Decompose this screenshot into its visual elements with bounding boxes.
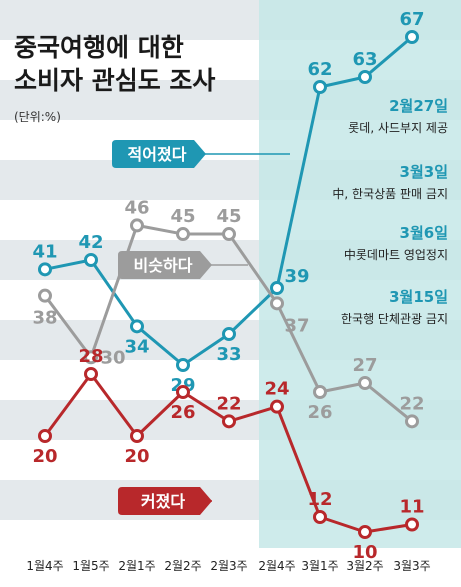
x-tick-label: 2월2주 [164,559,201,573]
legend-label: 적어졌다 [128,145,187,164]
data-point [358,376,372,390]
x-tick-label: 1월5주 [72,559,109,573]
data-point [176,227,190,242]
annotation-date: 2월27일 [389,97,448,115]
data-label: 12 [307,489,332,510]
legend-label: 커졌다 [141,492,185,511]
data-label: 20 [124,446,149,467]
data-label: 34 [124,336,149,357]
data-point [84,350,98,365]
data-point [84,253,98,267]
data-label: 63 [352,49,377,70]
annotation-text: 롯데, 사드부지 제공 [348,121,448,135]
data-label: 20 [32,446,57,467]
highlight-period [259,0,461,548]
data-point [222,227,236,242]
x-tick-label: 3월3주 [393,559,430,573]
data-point [313,385,327,399]
legend-label: 비슷하다 [134,256,193,275]
data-point [130,218,144,233]
data-point [270,399,284,414]
x-tick-label: 2월1주 [118,559,155,573]
data-label: 10 [352,542,377,563]
data-label: 45 [216,206,241,227]
data-point [222,414,236,429]
data-point [313,510,327,524]
data-label: 67 [399,9,424,30]
data-point [130,319,144,334]
data-label: 27 [352,355,377,376]
data-label: 62 [307,59,332,80]
data-label: 37 [284,315,309,336]
chart-title-line: 중국여행에 대한 [14,33,184,62]
annotation-text: 한국행 단체관광 금지 [341,311,448,326]
annotation-text: 中, 한국상품 판매 금지 [332,186,448,201]
legend-tag [112,140,206,168]
data-label: 33 [216,344,241,365]
data-point [38,288,52,303]
x-tick-label: 3월1주 [301,559,338,573]
unit-label: (단위:%) [14,110,61,124]
x-tick-label: 3월2주 [346,559,383,573]
data-point [38,262,52,277]
data-point [176,385,190,399]
legend-tag [118,487,212,515]
data-label: 38 [32,308,57,329]
data-label: 42 [78,232,103,253]
data-label: 22 [216,393,241,414]
data-point [270,296,284,311]
x-tick-label: 2월3주 [210,559,247,573]
data-point [405,30,419,44]
data-label: 46 [124,197,149,218]
data-label: 28 [78,346,103,367]
data-point [176,358,190,372]
data-point [405,517,419,532]
data-label: 45 [170,206,195,227]
annotation-date: 3월3일 [400,163,448,181]
data-point [84,367,98,381]
x-tick-label: 2월4주 [258,559,295,573]
data-point [313,80,327,94]
data-label: 24 [264,379,289,400]
data-label: 26 [307,402,332,423]
data-point [358,525,372,539]
data-point [222,327,236,341]
data-label: 26 [170,402,195,423]
data-label: 22 [399,393,424,414]
legend-tag [118,251,212,279]
data-point [130,429,144,443]
data-point [405,414,419,429]
data-point [358,70,372,84]
data-label: 39 [284,266,309,287]
data-label: 11 [399,497,424,518]
data-point [38,429,52,443]
annotation-text: 中롯데마트 영업정지 [344,247,448,262]
annotation-date: 3월6일 [400,224,448,242]
data-label: 41 [32,241,57,262]
data-label: 30 [100,347,125,368]
chart-title-line: 소비자 관심도 조사 [14,66,215,95]
x-tick-label: 1월4주 [26,559,63,573]
annotation-date: 3월15일 [389,288,448,306]
data-point [270,281,284,295]
